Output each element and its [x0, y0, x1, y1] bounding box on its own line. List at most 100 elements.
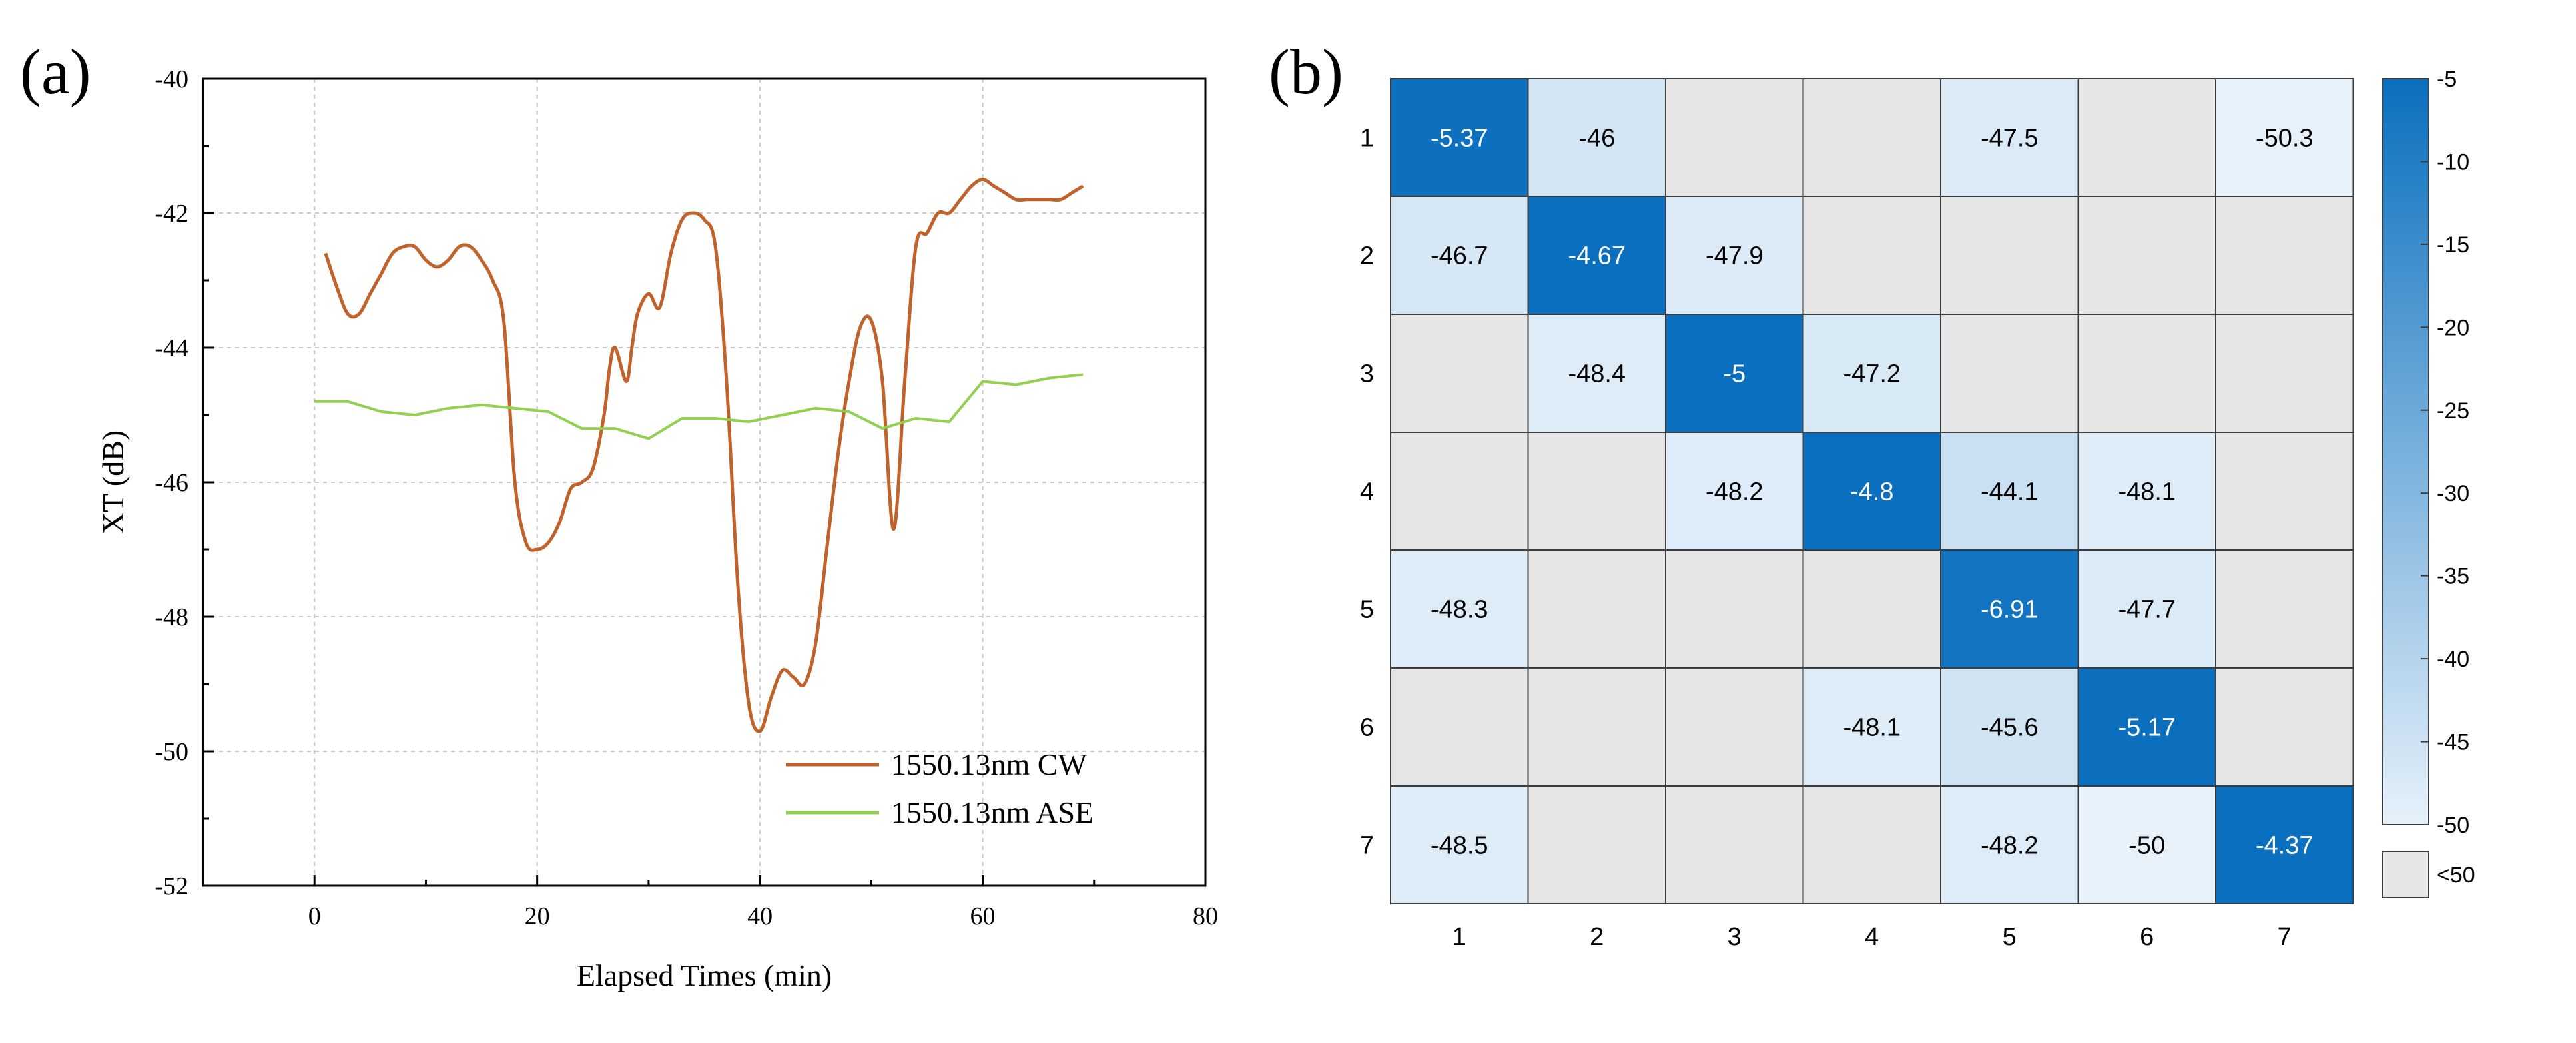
heatmap-y-tick-label: 2: [1360, 242, 1374, 270]
y-tick-label: -40: [155, 65, 188, 93]
heatmap-cell-label: -44.1: [1981, 478, 2039, 506]
heatmap-cell: [1527, 432, 1666, 551]
heatmap-cell: [2077, 667, 2216, 787]
heatmap-cell: [2077, 196, 2216, 315]
x-tick-label: 40: [747, 902, 773, 930]
colorbar: -5 -10 -15 -20 -25 -30 -35 -40 -45 -50 <50: [2382, 67, 2475, 898]
heatmap-y-tick-label: 5: [1360, 596, 1374, 624]
panel-a-ticks: 0 20 40 60 80 -52 -50 -48 -46 -44 -42 -40: [155, 65, 1218, 930]
heatmap-cell-label: -48.2: [1981, 832, 2039, 860]
heatmap-cell: [1665, 314, 1804, 433]
heatmap-cell: [2215, 549, 2354, 669]
heatmap-cell: [2077, 785, 2216, 904]
colorbar-tick-label: -40: [2437, 647, 2469, 672]
heatmap-cell-label: -48.1: [2118, 478, 2176, 506]
heatmap-cell-label: -6.91: [1981, 596, 2039, 624]
heatmap-x-tick-label: 6: [2140, 923, 2154, 951]
heatmap-cell-label: -48.3: [1431, 596, 1488, 624]
heatmap-cell: [2215, 667, 2354, 787]
heatmap-cell-label: -47.9: [1706, 242, 1764, 270]
panel-b-heatmap: (b) -5.37 -46 -47.5 -50.3 -46.7 -4.67 -47.9 -48…: [1269, 36, 2475, 951]
y-tick-label: -48: [155, 603, 188, 631]
heatmap-cell: [2077, 432, 2216, 551]
heatmap-cell-label: -4.8: [1850, 478, 1893, 506]
heatmap-cell: [1665, 549, 1804, 669]
x-tick-label: 60: [970, 902, 996, 930]
legend-label-cw: 1550.13nm CW: [891, 747, 1087, 781]
colorbar-tick-label: -10: [2437, 149, 2469, 174]
heatmap-x-tick-label: 1: [1452, 923, 1466, 951]
heatmap-cell: [2077, 549, 2216, 669]
colorbar-tick-label: -35: [2437, 564, 2469, 589]
heatmap-x-tick-label: 3: [1728, 923, 1742, 951]
heatmap-cell: [1390, 785, 1529, 904]
panel-a-y-axis-title: XT (dB): [96, 430, 130, 534]
heatmap-cell: [2215, 78, 2354, 197]
heatmap-cell: [1940, 314, 2079, 433]
heatmap-cell: [2077, 314, 2216, 433]
heatmap-cell-label: -48.4: [1568, 360, 1626, 388]
heatmap-cell-label: -4.37: [2256, 832, 2314, 860]
heatmap-cell: [1390, 432, 1529, 551]
heatmap-cell-label: -5: [1723, 360, 1746, 388]
panel-a-x-axis-title: Elapsed Times (min): [577, 958, 832, 992]
heatmap-cell: [1665, 196, 1804, 315]
heatmap-y-tick-label: 4: [1360, 478, 1374, 506]
heatmap-cell: [1527, 78, 1666, 197]
colorbar-tick-label: -30: [2437, 481, 2469, 506]
heatmap-x-tick-label: 7: [2278, 923, 2292, 951]
heatmap-cell-labels: -5.37 -46 -47.5 -50.3 -46.7 -4.67 -47.9 -48.4 -5…: [1431, 125, 2314, 860]
panel-a-plot-frame: [202, 77, 1207, 887]
heatmap-cell-label: -47.2: [1843, 360, 1901, 388]
heatmap-cell-label: -48.2: [1706, 478, 1764, 506]
panel-a-legend: 1550.13nm CW 1550.13nm ASE: [786, 747, 1094, 829]
heatmap-cell: [1802, 549, 1941, 669]
y-tick-label: -42: [155, 200, 188, 228]
colorbar-tick-label: -15: [2437, 232, 2469, 258]
heatmap-axis-ticks: 1 2 3 4 5 6 7 1 2 3 4 5 6 7: [1360, 125, 2292, 952]
series-line-cw: [324, 178, 1084, 733]
heatmap-cell-label: -47.7: [2118, 596, 2176, 624]
heatmap-cell: [1802, 667, 1941, 787]
below-range-label: <50: [2437, 863, 2475, 888]
colorbar-tick-label: -20: [2437, 315, 2469, 340]
heatmap-cell: [1940, 196, 2079, 315]
heatmap-cell: [2215, 314, 2354, 433]
heatmap-cell-label: -46.7: [1431, 242, 1488, 270]
heatmap-cell: [1802, 78, 1941, 197]
heatmap-cell-label: -50.3: [2256, 125, 2314, 153]
heatmap-cell: [2215, 196, 2354, 315]
heatmap-cell-label: -4.67: [1568, 242, 1626, 270]
heatmap-cell: [1802, 432, 1941, 551]
heatmap-cell: [1940, 549, 2079, 669]
heatmap-cell: [1527, 196, 1666, 315]
heatmap-cell: [1665, 432, 1804, 551]
heatmap-cell: [1390, 78, 1529, 197]
heatmap-y-tick-label: 3: [1360, 360, 1374, 388]
heatmap-cell-label: -48.1: [1843, 714, 1901, 742]
heatmap-cell: [1665, 667, 1804, 787]
y-tick-label: -44: [155, 334, 188, 362]
x-tick-label: 20: [525, 902, 550, 930]
y-tick-label: -46: [155, 469, 188, 497]
panel-a-letter: (a): [20, 36, 91, 107]
heatmap-x-tick-label: 4: [1865, 923, 1879, 951]
heatmap-y-tick-label: 7: [1360, 832, 1374, 860]
x-tick-label: 80: [1193, 902, 1218, 930]
heatmap-cell: [1665, 78, 1804, 197]
panel-a-line-chart: (a) XT (dB) Elapsed Times (min) 0 20 40 60 8…: [20, 36, 1218, 992]
colorbar-tick-label: -45: [2437, 730, 2469, 755]
heatmap-cell-label: -46: [1578, 125, 1615, 153]
heatmap-cell: [1527, 667, 1666, 787]
panel-a-series: [314, 178, 1084, 733]
colorbar-tick-label: -25: [2437, 398, 2469, 424]
y-tick-label: -50: [155, 738, 188, 766]
below-range-swatch: [2382, 851, 2429, 898]
heatmap-cell: [2077, 78, 2216, 197]
heatmap-cell: [1665, 785, 1804, 904]
panel-a-grid: [203, 79, 1205, 886]
colorbar-tick-label: -5: [2437, 67, 2457, 92]
colorbar-tick-label: -50: [2437, 813, 2469, 838]
heatmap-cell: [1940, 78, 2079, 197]
